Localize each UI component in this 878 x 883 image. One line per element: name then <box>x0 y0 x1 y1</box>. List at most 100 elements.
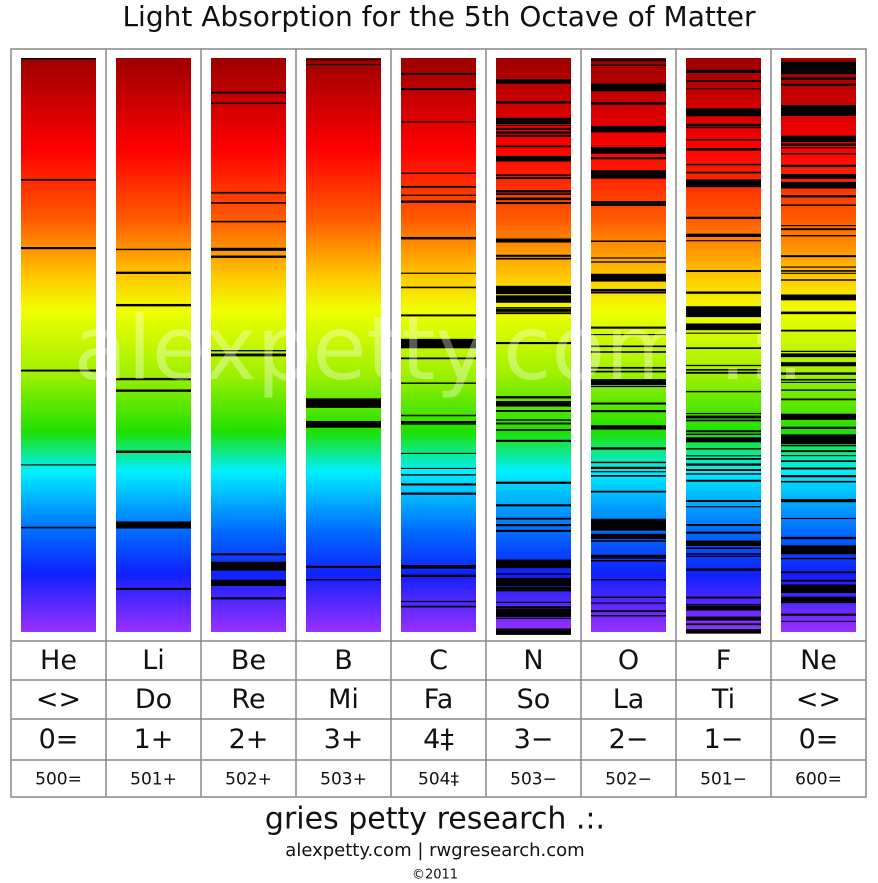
absorption-line <box>401 88 476 91</box>
absorption-line <box>781 467 856 470</box>
absorption-line <box>401 194 476 196</box>
absorption-line <box>781 600 856 603</box>
absorption-line <box>686 323 761 326</box>
absorption-line <box>496 174 571 176</box>
table-border <box>10 48 867 798</box>
absorption-line <box>21 464 96 466</box>
absorption-line <box>401 185 476 188</box>
absorption-line <box>211 597 286 600</box>
absorption-line <box>496 559 571 562</box>
absorption-line <box>686 123 761 126</box>
absorption-line <box>686 148 761 151</box>
absorption-line <box>496 577 571 586</box>
cell-valence: 3+ <box>324 724 364 755</box>
cell-element: Be <box>231 645 266 676</box>
absorption-line <box>591 291 666 294</box>
absorption-line <box>496 419 571 421</box>
absorption-line <box>781 579 856 582</box>
absorption-line <box>496 429 571 431</box>
absorption-line <box>686 139 761 141</box>
cell-number: 502− <box>605 770 652 790</box>
absorption-line <box>496 309 571 312</box>
absorption-line <box>686 240 761 242</box>
cell-number: 501− <box>700 770 747 790</box>
absorption-line <box>401 236 476 240</box>
absorption-line <box>401 357 476 360</box>
cell-note: La <box>613 684 645 715</box>
absorption-line <box>781 329 856 332</box>
absorption-line <box>781 354 856 358</box>
absorption-line <box>686 179 761 188</box>
absorption-line <box>781 279 856 281</box>
absorption-line <box>496 176 571 180</box>
absorption-line <box>401 574 476 578</box>
absorption-line <box>306 579 381 581</box>
cell-element: Ne <box>800 645 837 676</box>
absorption-line <box>686 171 761 174</box>
absorption-line <box>686 616 761 619</box>
absorption-line <box>781 450 856 453</box>
absorption-line <box>496 410 571 412</box>
absorption-line <box>211 191 286 194</box>
absorption-line <box>496 134 571 137</box>
absorption-line <box>496 125 571 127</box>
absorption-line <box>781 584 856 587</box>
absorption-line <box>496 117 571 120</box>
absorption-line <box>401 172 476 174</box>
absorption-line <box>781 195 856 198</box>
absorption-line <box>116 248 191 251</box>
absorption-line <box>781 517 856 520</box>
absorption-line <box>496 295 571 301</box>
absorption-line <box>781 620 856 622</box>
absorption-line <box>781 135 856 143</box>
copyright: ©2011 <box>412 868 458 883</box>
absorption-line <box>401 286 476 289</box>
cell-note: Ti <box>711 684 735 715</box>
absorption-line <box>211 579 286 586</box>
absorption-line <box>496 128 571 131</box>
absorption-line <box>591 326 666 329</box>
absorption-line <box>496 606 571 609</box>
absorption-line <box>781 372 856 375</box>
cell-valence: 1+ <box>134 724 174 755</box>
absorption-line <box>591 554 666 557</box>
absorption-line <box>781 499 856 501</box>
absorption-line <box>686 371 761 374</box>
absorption-line <box>591 127 666 130</box>
absorption-line <box>591 157 666 160</box>
absorption-line <box>686 347 761 349</box>
absorption-line <box>496 307 571 309</box>
absorption-line <box>591 240 666 242</box>
absorption-line <box>781 312 856 315</box>
absorption-line <box>496 517 571 520</box>
absorption-line <box>496 422 571 425</box>
absorption-line <box>686 629 761 634</box>
spectrum <box>211 58 286 632</box>
absorption-line <box>686 80 761 82</box>
absorption-line <box>686 70 761 73</box>
absorption-line <box>781 613 856 616</box>
absorption-line <box>21 369 96 372</box>
absorption-line <box>686 618 761 621</box>
cell-element: B <box>334 645 353 676</box>
absorption-line <box>781 61 856 70</box>
absorption-line <box>781 235 856 237</box>
absorption-line <box>781 77 856 80</box>
absorption-line <box>21 178 96 181</box>
absorption-line <box>591 579 666 581</box>
absorption-line <box>211 561 286 571</box>
absorption-line <box>781 584 856 594</box>
absorption-line <box>591 125 666 128</box>
absorption-line <box>591 426 666 429</box>
absorption-line <box>781 398 856 401</box>
absorption-line <box>686 458 761 460</box>
cell-number: 502+ <box>225 770 272 790</box>
footer-name: gries petty research .:. <box>265 802 605 837</box>
absorption-line <box>401 474 476 476</box>
cell-number: 500= <box>35 770 82 790</box>
cell-element: F <box>716 645 732 676</box>
absorption-line <box>591 466 666 470</box>
absorption-line <box>686 479 761 482</box>
absorption-line <box>496 628 571 635</box>
absorption-line <box>591 557 666 559</box>
